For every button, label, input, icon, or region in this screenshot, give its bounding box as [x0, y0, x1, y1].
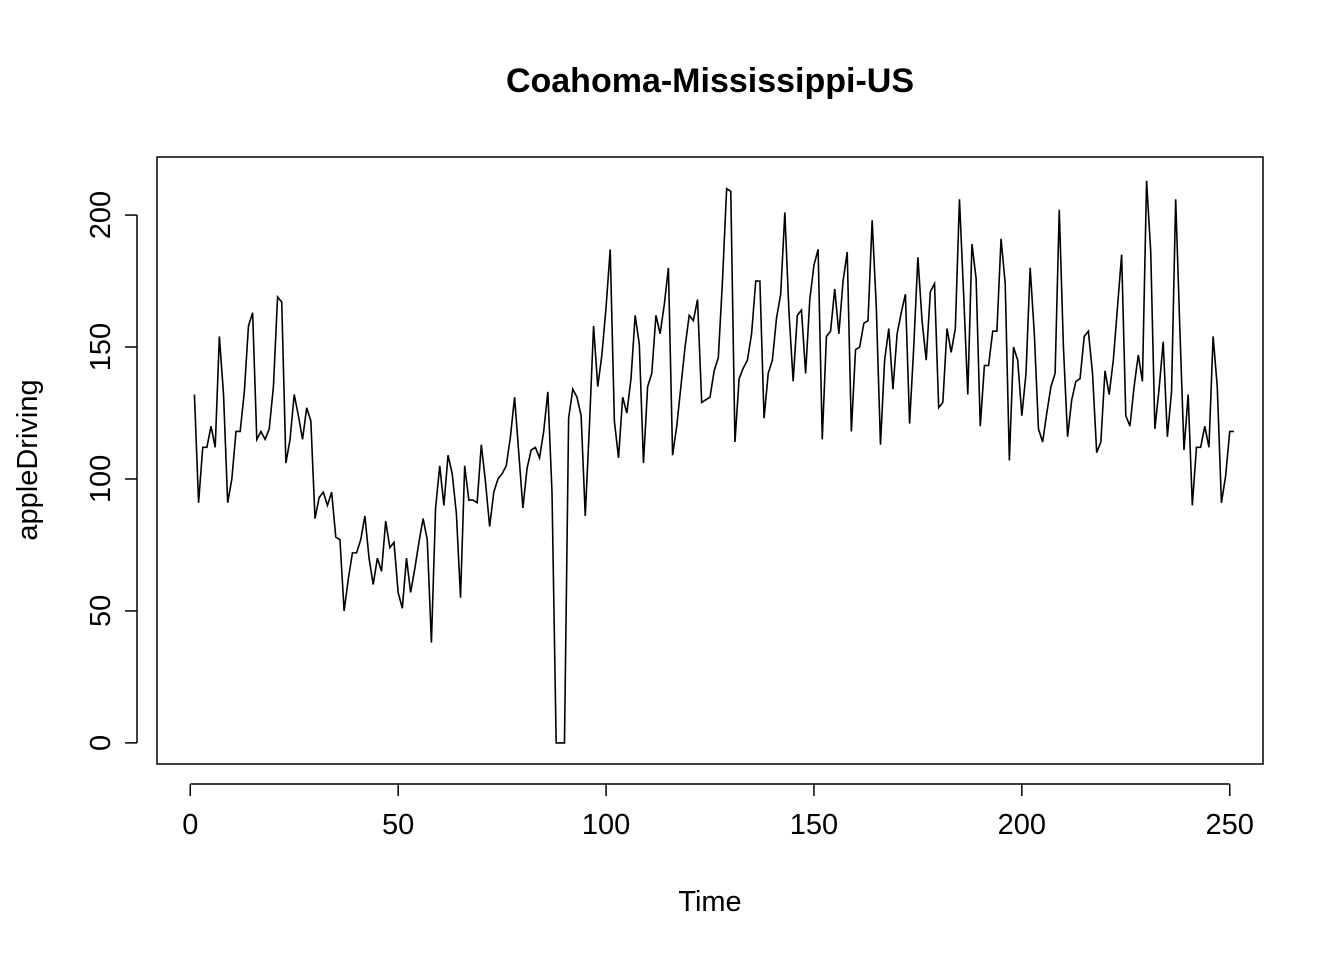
chart-title: Coahoma-Mississippi-US	[506, 62, 914, 100]
x-tick-label: 100	[582, 809, 630, 841]
y-tick-label: 100	[85, 455, 117, 503]
y-tick-label: 0	[85, 735, 117, 751]
x-tick-label: 0	[182, 809, 198, 841]
y-tick-label: 150	[85, 323, 117, 371]
plot-frame	[156, 156, 1264, 765]
x-tick-label: 200	[998, 809, 1046, 841]
y-axis: 0 50 100 150 200	[85, 191, 138, 751]
y-axis-label: appleDriving	[12, 379, 44, 540]
y-tick-label: 200	[85, 191, 117, 239]
x-tick-label: 150	[790, 809, 838, 841]
series-line	[193, 180, 1234, 744]
x-tick-label: 250	[1206, 809, 1254, 841]
x-tick-label: 50	[382, 809, 414, 841]
y-tick-label: 50	[85, 595, 117, 627]
x-axis: 0 50 100 150 200 250	[182, 783, 1254, 841]
x-axis-label: Time	[678, 886, 741, 918]
